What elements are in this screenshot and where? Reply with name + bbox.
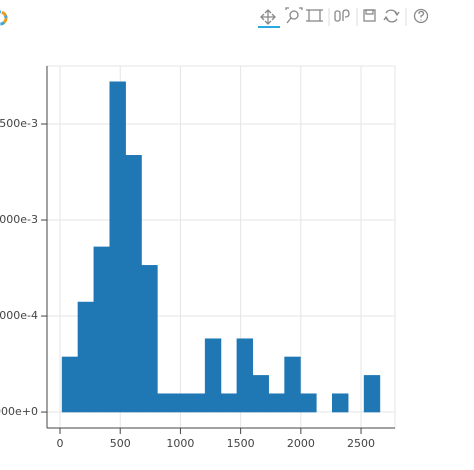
bar [157, 393, 174, 413]
bar [77, 301, 95, 413]
x-tick-label: 2500 [347, 437, 375, 450]
box-zoom-tool[interactable] [285, 7, 303, 24]
bar [236, 338, 254, 413]
bar [109, 81, 126, 413]
bar [284, 356, 301, 413]
bar [61, 356, 79, 413]
save-tool[interactable] [363, 9, 376, 22]
bar [188, 393, 206, 413]
wheel-zoom-tool[interactable] [306, 9, 323, 22]
hover-tool[interactable] [334, 9, 350, 22]
bar [220, 393, 238, 413]
logo [0, 10, 8, 26]
bar [332, 393, 349, 413]
help-tool[interactable] [413, 8, 429, 24]
y-tick-label: 1.500e-3 [0, 117, 38, 130]
bar [300, 393, 317, 413]
toolbar [258, 7, 429, 28]
y-tick-label: 0.000e+0 [0, 405, 38, 418]
bar [125, 155, 142, 413]
bar [363, 375, 381, 413]
bar [173, 393, 190, 413]
bar [252, 375, 269, 413]
x-tick-label: 1000 [166, 437, 194, 450]
reset-tool[interactable] [383, 9, 400, 23]
x-tick-label: 2000 [287, 437, 315, 450]
x-tick-label: 500 [110, 437, 131, 450]
y-tick-label: 1.000e-3 [0, 213, 38, 226]
y-tick-label: 5.000e-4 [0, 309, 38, 322]
pan-tool[interactable] [258, 9, 280, 28]
x-tick-label: 1500 [227, 437, 255, 450]
bar [268, 393, 285, 413]
bar [204, 338, 222, 413]
bar [141, 265, 158, 413]
x-tick-label: 0 [57, 437, 64, 450]
bar [93, 246, 110, 413]
